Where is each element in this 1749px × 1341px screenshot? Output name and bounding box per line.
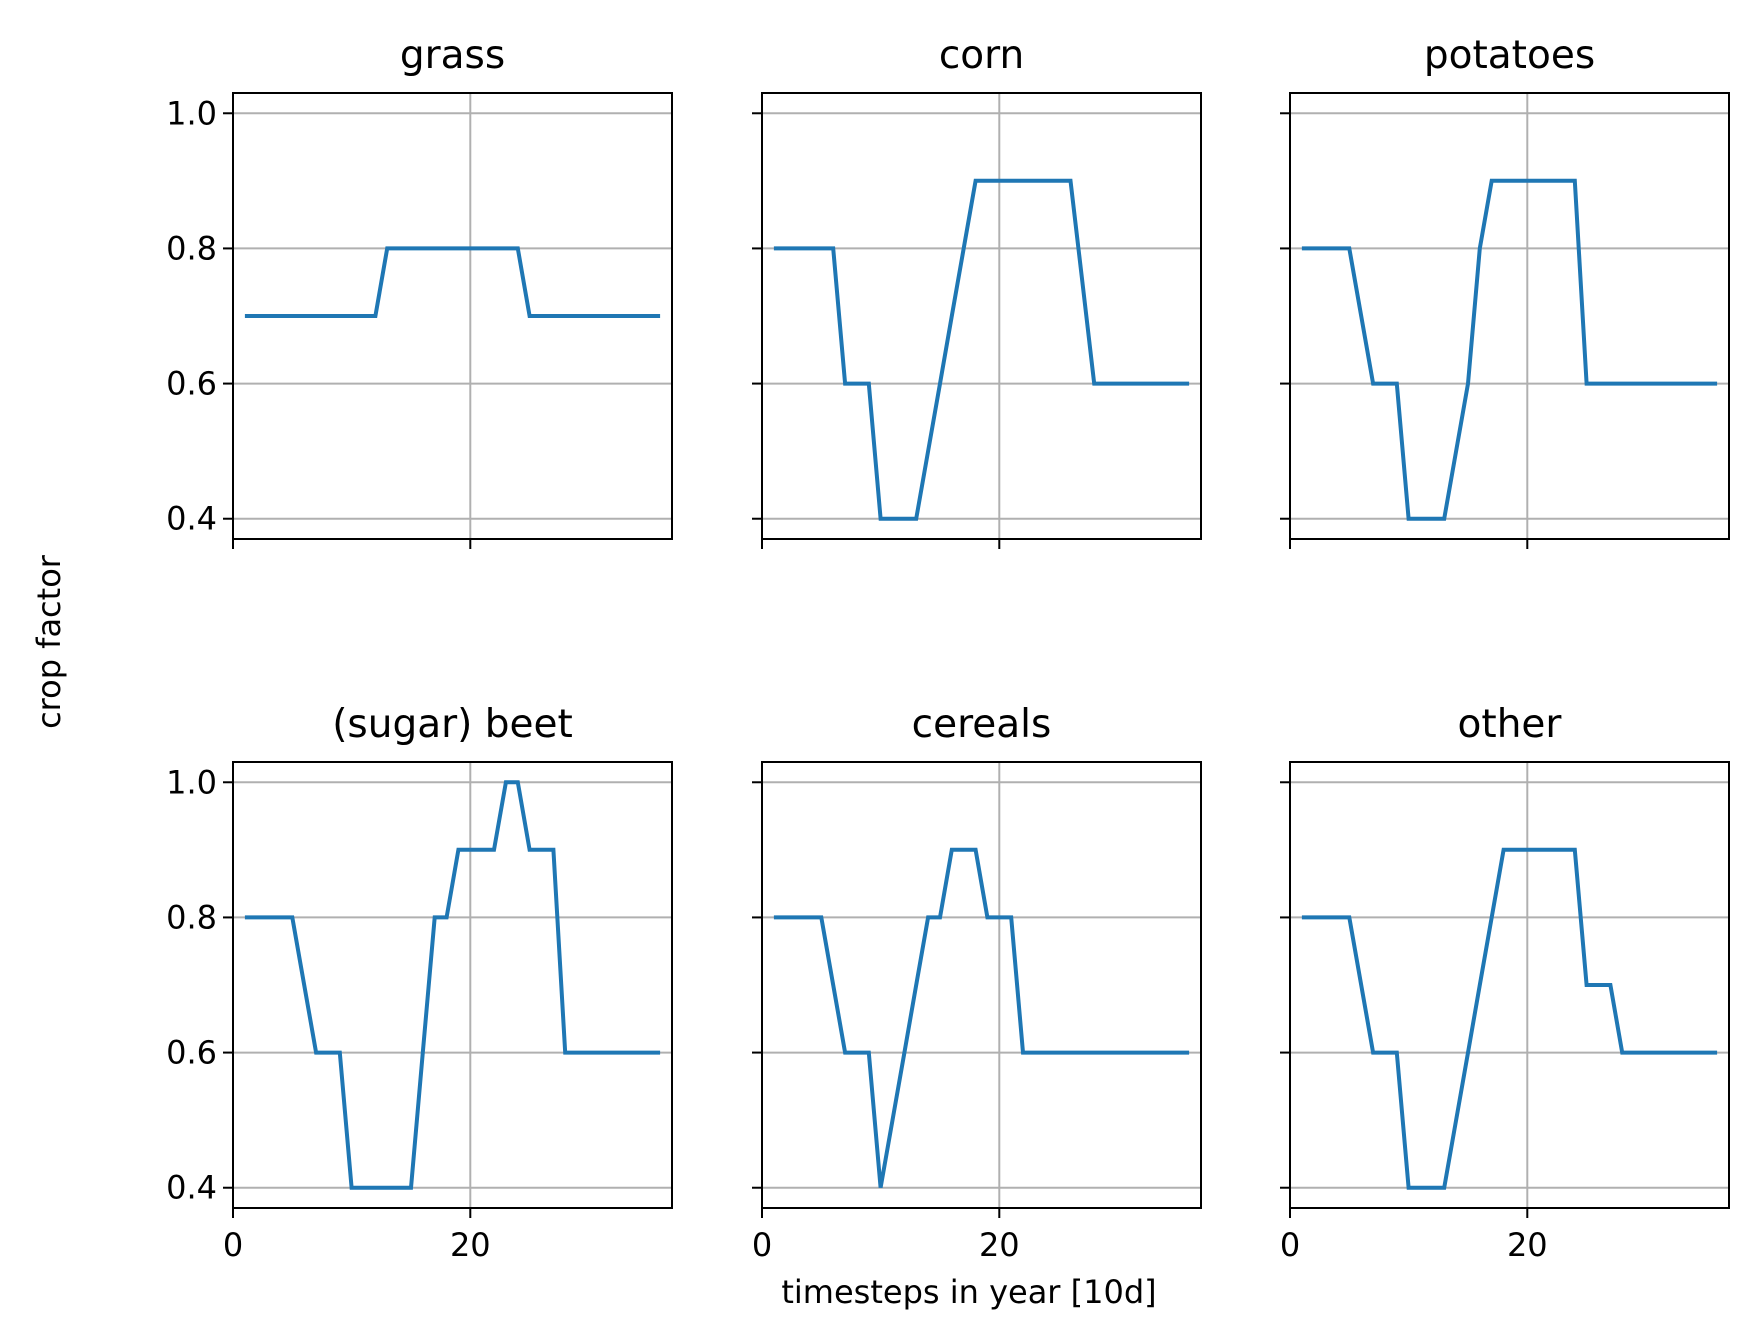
y-tick-label: 0.6 bbox=[166, 1034, 217, 1072]
x-tick-label: 0 bbox=[1280, 1226, 1300, 1264]
x-tick-label: 0 bbox=[223, 1226, 243, 1264]
subplot-title: cereals bbox=[912, 702, 1052, 747]
y-tick-label: 1.0 bbox=[166, 763, 217, 801]
x-tick-label: 20 bbox=[450, 1226, 491, 1264]
subplot-grid: 0.4 0.6 0.8 1.0 grass corn potatoes 0.4 0.6 0.8 1.… bbox=[166, 33, 1730, 1264]
subplot-other: 0 20 other bbox=[1280, 702, 1730, 1264]
y-tick-label: 1.0 bbox=[166, 94, 217, 132]
x-tick-label: 20 bbox=[979, 1226, 1020, 1264]
series-line-other bbox=[1301, 847, 1718, 1190]
axes-frame bbox=[761, 761, 1202, 1209]
x-tick-label: 0 bbox=[752, 1226, 772, 1264]
axes-frame bbox=[1289, 92, 1730, 540]
subplot-title: grass bbox=[400, 33, 505, 78]
figure-xlabel: timesteps in year [10d] bbox=[781, 1273, 1156, 1311]
figure-ylabel: crop factor bbox=[30, 554, 68, 729]
subplot-sugar-beet: 0.4 0.6 0.8 1.0 0 20 (sugar) beet bbox=[166, 702, 673, 1264]
axes-frame bbox=[761, 92, 1202, 540]
axes-frame bbox=[232, 761, 673, 1209]
axes-frame bbox=[232, 92, 673, 540]
y-tick-label: 0.8 bbox=[166, 229, 217, 267]
y-tick-label: 0.4 bbox=[166, 1169, 217, 1207]
subplot-title: corn bbox=[939, 33, 1024, 78]
series-line-cereals bbox=[773, 847, 1190, 1189]
subplot-title: potatoes bbox=[1424, 33, 1595, 78]
subplot-corn: corn bbox=[752, 33, 1202, 549]
axes-frame bbox=[1289, 761, 1730, 1209]
subplot-potatoes: potatoes bbox=[1280, 33, 1730, 549]
y-tick-label: 0.6 bbox=[166, 365, 217, 403]
y-tick-label: 0.4 bbox=[166, 500, 217, 538]
subplot-title: (sugar) beet bbox=[332, 702, 573, 747]
series-line-corn bbox=[773, 178, 1190, 521]
series-line-sugar-beet bbox=[244, 780, 661, 1190]
series-line-grass bbox=[244, 246, 661, 318]
subplot-grass: 0.4 0.6 0.8 1.0 grass bbox=[166, 33, 673, 549]
subplot-cereals: 0 20 cereals bbox=[752, 702, 1202, 1264]
subplot-title: other bbox=[1458, 702, 1563, 747]
x-tick-label: 20 bbox=[1507, 1226, 1548, 1264]
y-tick-label: 0.8 bbox=[166, 898, 217, 936]
series-line-potatoes bbox=[1301, 178, 1718, 521]
